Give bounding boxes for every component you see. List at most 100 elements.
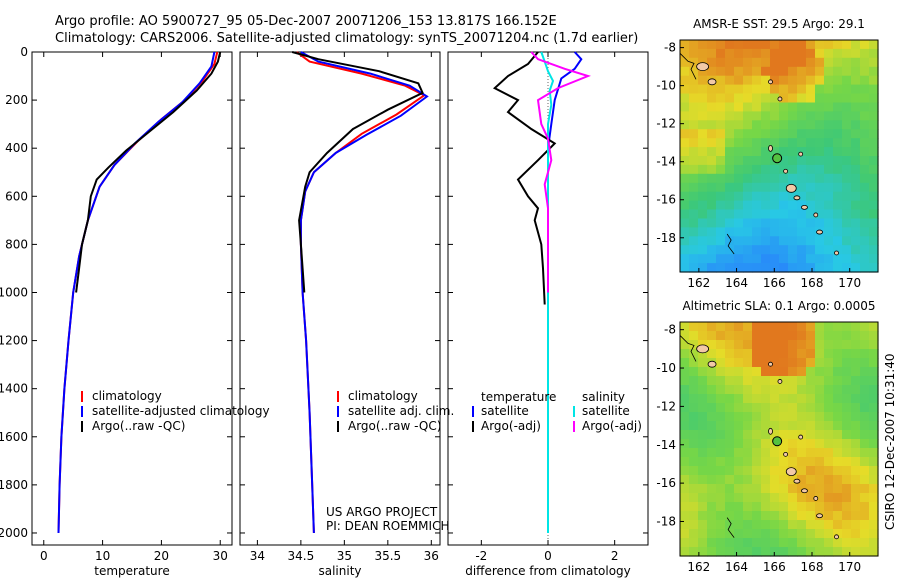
map-cell [815, 466, 825, 476]
map-cell [716, 227, 726, 237]
map-cell [788, 475, 798, 485]
map-cell [725, 111, 735, 121]
map-cell [806, 502, 816, 512]
map-cell [743, 538, 753, 548]
map-cell [770, 93, 780, 103]
legend-label: climatology [348, 389, 418, 403]
map-cell [779, 173, 789, 184]
map-cell [788, 493, 798, 503]
header-line1: Argo profile: AO 5900727_95 05-Dec-2007 … [55, 14, 557, 29]
map-cell [680, 385, 690, 395]
island-shape [813, 212, 819, 218]
map-cell [770, 448, 780, 458]
x-axis-label: difference from climatology [465, 564, 631, 578]
map-cell [788, 394, 798, 404]
map-cell [851, 394, 861, 404]
map-cell [725, 182, 735, 193]
map-cell [752, 245, 762, 255]
map-cell [833, 448, 843, 458]
island-shape [696, 344, 710, 354]
map-cell [689, 129, 699, 139]
map-cell [815, 111, 825, 121]
map-cell [860, 209, 870, 219]
map-cell [806, 227, 816, 237]
map-cell [797, 367, 807, 377]
map-cell [797, 358, 807, 368]
map-cell [716, 322, 726, 332]
map-cell [707, 475, 717, 485]
map-cell [860, 349, 870, 359]
map-cell [869, 120, 879, 130]
map-cell [752, 57, 762, 68]
map-cell [761, 538, 771, 548]
map-cell [851, 263, 861, 273]
map-cell [797, 538, 807, 548]
map-cell [788, 511, 798, 521]
map-cell [797, 75, 807, 86]
map-cell [725, 511, 735, 521]
map-cell [806, 448, 816, 458]
map-cell [869, 520, 879, 530]
map-cell [869, 547, 879, 557]
map-cell [761, 84, 771, 95]
map-cell [716, 511, 726, 521]
map-cell [824, 322, 834, 332]
map-cell [869, 457, 879, 467]
map-cell [806, 138, 816, 148]
map-cell [734, 511, 744, 521]
map-cell [815, 376, 825, 386]
island-shape [777, 96, 783, 102]
map-cell [824, 75, 834, 86]
map-cell [725, 164, 735, 175]
map-cell [707, 236, 717, 246]
map-cell [725, 66, 735, 77]
map-cell [680, 403, 690, 413]
map-cell [698, 263, 708, 273]
map-cell [725, 120, 735, 130]
map-cell [797, 173, 807, 184]
map-cell [842, 466, 852, 476]
map-cell [743, 403, 753, 413]
map-cell [797, 457, 807, 467]
map-cell [770, 412, 780, 422]
map-cell [707, 430, 717, 440]
legend-label: satellite [481, 404, 529, 418]
map-cell [779, 358, 789, 368]
map-cell [698, 430, 708, 440]
map-cell [752, 322, 762, 332]
map-cell [707, 57, 717, 68]
map-cell [842, 236, 852, 246]
map-cell [707, 538, 717, 548]
map-cell [779, 430, 789, 440]
map-cell [707, 84, 717, 95]
map-cell [788, 367, 798, 377]
map-cell [860, 84, 870, 95]
map-cell [779, 129, 789, 139]
map-cell [725, 520, 735, 530]
map-cell [689, 75, 699, 86]
map-cell [680, 84, 690, 95]
map-cell [806, 40, 816, 50]
map-cell [797, 102, 807, 112]
map-cell [842, 421, 852, 431]
island-shape [798, 151, 804, 157]
map-cell [833, 484, 843, 494]
map-cell [779, 236, 789, 246]
map-cell [860, 75, 870, 86]
map-cell [752, 394, 762, 404]
map-cell [842, 529, 852, 539]
map-cell [860, 40, 870, 50]
map-cell [779, 331, 789, 341]
map-cell [698, 385, 708, 395]
map-cell [833, 340, 843, 350]
map-cell [815, 173, 825, 184]
map-cell [842, 191, 852, 202]
island-shape [798, 434, 804, 440]
map-cell [779, 385, 789, 395]
map-cell [797, 376, 807, 386]
map-cell [680, 430, 690, 440]
map-cell [707, 421, 717, 431]
map-cell [851, 156, 861, 166]
map-cell [680, 147, 690, 157]
map-cell [698, 484, 708, 494]
